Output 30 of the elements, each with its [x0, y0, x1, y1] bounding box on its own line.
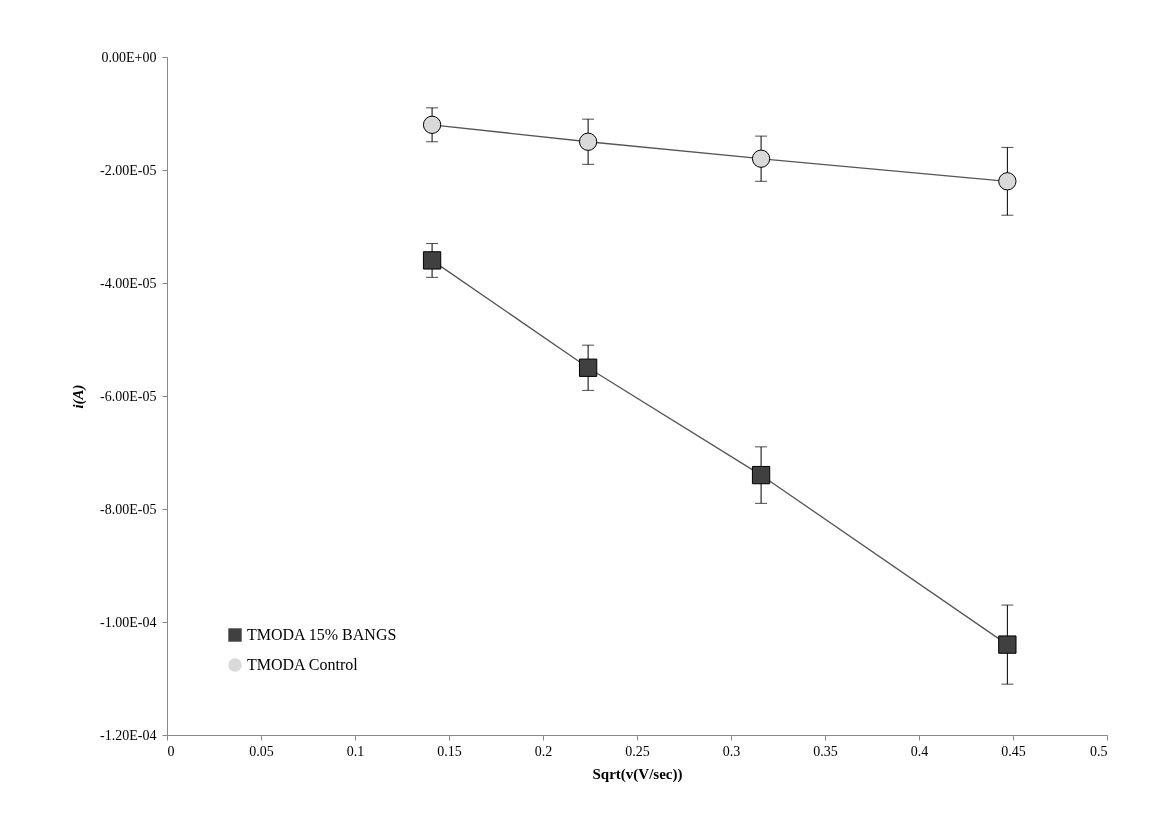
point — [578, 358, 598, 377]
point — [751, 149, 771, 168]
x-tick-label: 0.3 — [722, 743, 741, 759]
point — [422, 115, 442, 134]
x-tick-label: 0.45 — [1001, 743, 1026, 759]
y-tick-label: -6.00E-05 — [100, 388, 157, 404]
point — [998, 172, 1017, 191]
y-tick-label: -8.00E-05 — [100, 501, 157, 517]
x-tick-label: 0.4 — [910, 743, 929, 759]
legend-label: TMODA 15% BANGS — [247, 626, 397, 643]
y-tick-label: -4.00E-05 — [100, 275, 157, 291]
x-tick-label: 0.5 — [1090, 743, 1108, 759]
point — [578, 132, 598, 151]
x-tick-label: 0.1 — [346, 743, 365, 759]
x-tick-label: 0 — [167, 743, 175, 759]
y-tick-label: -2.00E-05 — [100, 162, 157, 178]
x-tick-label: 0.05 — [249, 743, 274, 759]
x-tick-label: 0.15 — [437, 743, 462, 759]
x-axis-title: Sqrt(v(V/sec)) — [592, 765, 683, 783]
y-tick-label: -1.20E-04 — [100, 727, 157, 743]
y-tick-label: -1.00E-04 — [100, 614, 157, 630]
point — [751, 465, 771, 485]
point — [998, 635, 1017, 654]
legend-label: TMODA Control — [247, 656, 359, 673]
x-tick-label: 0.2 — [534, 743, 553, 759]
x-tick-label: 0.25 — [625, 743, 650, 759]
y-tick-label: 0.00E+00 — [101, 49, 157, 65]
point — [422, 251, 442, 270]
y-axis-title: i(A) — [70, 384, 88, 409]
x-tick-label: 0.35 — [813, 743, 838, 759]
